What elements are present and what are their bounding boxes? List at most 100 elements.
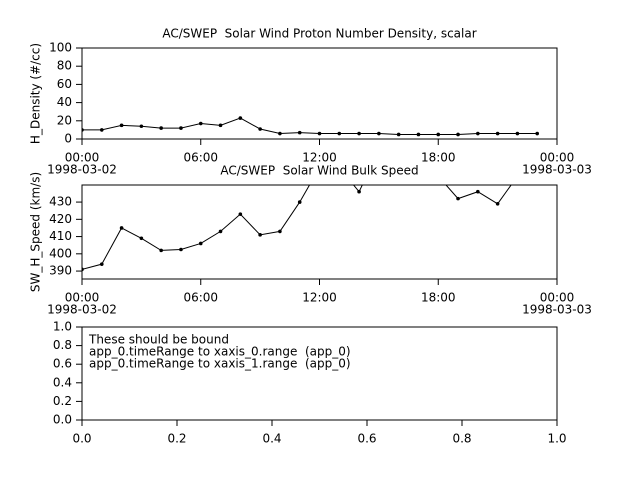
data-point [258, 233, 262, 237]
x-tick-label: 0.0 [72, 432, 91, 446]
y-tick-label: 0.0 [53, 413, 72, 427]
y-tick-label: 40 [57, 95, 72, 109]
y-tick-label: 0.6 [53, 357, 72, 371]
y-tick-label: 1.0 [53, 320, 72, 334]
data-point [456, 196, 460, 201]
x-tick-label: 00:00 [540, 151, 575, 165]
chart-title: AC/SWEP Solar Wind Proton Number Density… [162, 27, 476, 41]
x-tick-label: 00:00 [65, 291, 100, 305]
plot-area [82, 116, 540, 137]
plot-area [82, 149, 520, 272]
y-tick-label: 0.4 [53, 375, 72, 389]
x-tick-label: 18:00 [421, 291, 456, 305]
data-point [139, 124, 144, 129]
data-point [317, 131, 322, 136]
data-point [99, 262, 104, 266]
data-point [456, 132, 460, 137]
plot-frame [81, 47, 558, 140]
x-tick-label: 00:00 [65, 151, 100, 165]
y-tick-label: 20 [57, 113, 72, 127]
data-point [337, 131, 342, 136]
y-tick-label: 410 [49, 229, 72, 243]
annotation: These should be bound [88, 333, 229, 347]
data-point [218, 229, 223, 234]
y-tick-label: 390 [49, 264, 72, 278]
plot-frame [81, 326, 558, 421]
y-tick-label: 100 [49, 41, 72, 55]
x-tick-date: 1998-03-02 [47, 163, 117, 177]
panel: AC/SWEP Solar Wind Bulk Speed SW_H_Speed … [29, 149, 592, 317]
data-point [99, 128, 104, 132]
data-point [436, 174, 440, 178]
data-point [159, 248, 163, 253]
y-tick-label: 0.8 [53, 338, 72, 352]
x-tick-label: 06:00 [183, 291, 218, 305]
x-tick-label: 18:00 [421, 151, 456, 165]
x-tick-label: 06:00 [183, 151, 218, 165]
data-line [82, 117, 538, 135]
data-point [417, 149, 421, 153]
x-tick-date: 1998-03-02 [47, 303, 117, 317]
data-point [218, 123, 223, 128]
x-tick-label: 0.4 [262, 432, 281, 446]
y-tick-label: 0.2 [53, 394, 72, 408]
data-point [119, 226, 124, 230]
y-tick-label: 80 [57, 59, 72, 73]
data-point [476, 131, 480, 136]
x-tick-label: 12:00 [302, 151, 337, 165]
data-point [159, 126, 163, 130]
data-point [82, 128, 84, 132]
annotation: app_0.timeRange to xaxis_0.range (app_0) [89, 345, 351, 359]
data-point [416, 132, 421, 137]
annotation: app_0.timeRange to xaxis_1.range (app_0) [89, 357, 351, 371]
y-tick-label: 420 [49, 212, 72, 226]
data-point [238, 212, 243, 216]
data-point [515, 131, 520, 136]
panel: AC/SWEP Solar Wind Proton Number Density… [29, 27, 592, 177]
x-tick-date: 1998-03-03 [522, 303, 592, 317]
y-tick-label: 400 [49, 246, 72, 260]
y-tick-label: 430 [49, 195, 72, 209]
x-tick-date: 1998-03-03 [522, 163, 592, 177]
data-point [82, 267, 84, 272]
x-tick-label: 0.6 [357, 432, 376, 446]
data-point [516, 174, 520, 178]
x-tick-label: 00:00 [540, 291, 575, 305]
x-tick-label: 1.0 [547, 432, 566, 446]
chart-title: AC/SWEP Solar Wind Bulk Speed [220, 164, 418, 178]
y-tick-label: 0 [64, 132, 72, 146]
data-point [357, 189, 361, 194]
data-point [258, 127, 262, 131]
data-point [179, 126, 183, 130]
data-line [82, 185, 512, 270]
data-point [357, 131, 361, 136]
x-tick-label: 0.2 [167, 432, 186, 446]
plot-frame [81, 184, 558, 280]
data-point [278, 229, 282, 234]
data-point [535, 131, 540, 136]
data-point [377, 149, 381, 153]
data-point [397, 149, 401, 153]
data-point [179, 247, 183, 252]
data-point [297, 130, 302, 135]
data-point [139, 236, 144, 241]
data-point [119, 123, 124, 128]
x-tick-label: 12:00 [302, 291, 337, 305]
x-tick-label: 0.8 [452, 432, 471, 446]
y-axis-label: SW_H_Speed (km/s) [29, 172, 43, 292]
data-point [495, 131, 500, 136]
y-tick-label: 60 [57, 77, 72, 91]
data-point [436, 132, 441, 137]
data-point [476, 189, 480, 194]
panel: 0.0 0.2 0.4 0.6 0.8 1.0 0.0 0.2 0.4 0.6 0.8 1.0 Thes… [53, 320, 567, 446]
data-point [278, 131, 282, 136]
data-point [297, 200, 302, 204]
data-point [377, 131, 381, 136]
data-point [198, 241, 203, 246]
data-point [396, 132, 401, 137]
data-point [198, 121, 203, 126]
y-axis-label: H_Density (#/cc) [29, 43, 43, 144]
data-point [495, 202, 500, 206]
data-point [238, 116, 243, 120]
